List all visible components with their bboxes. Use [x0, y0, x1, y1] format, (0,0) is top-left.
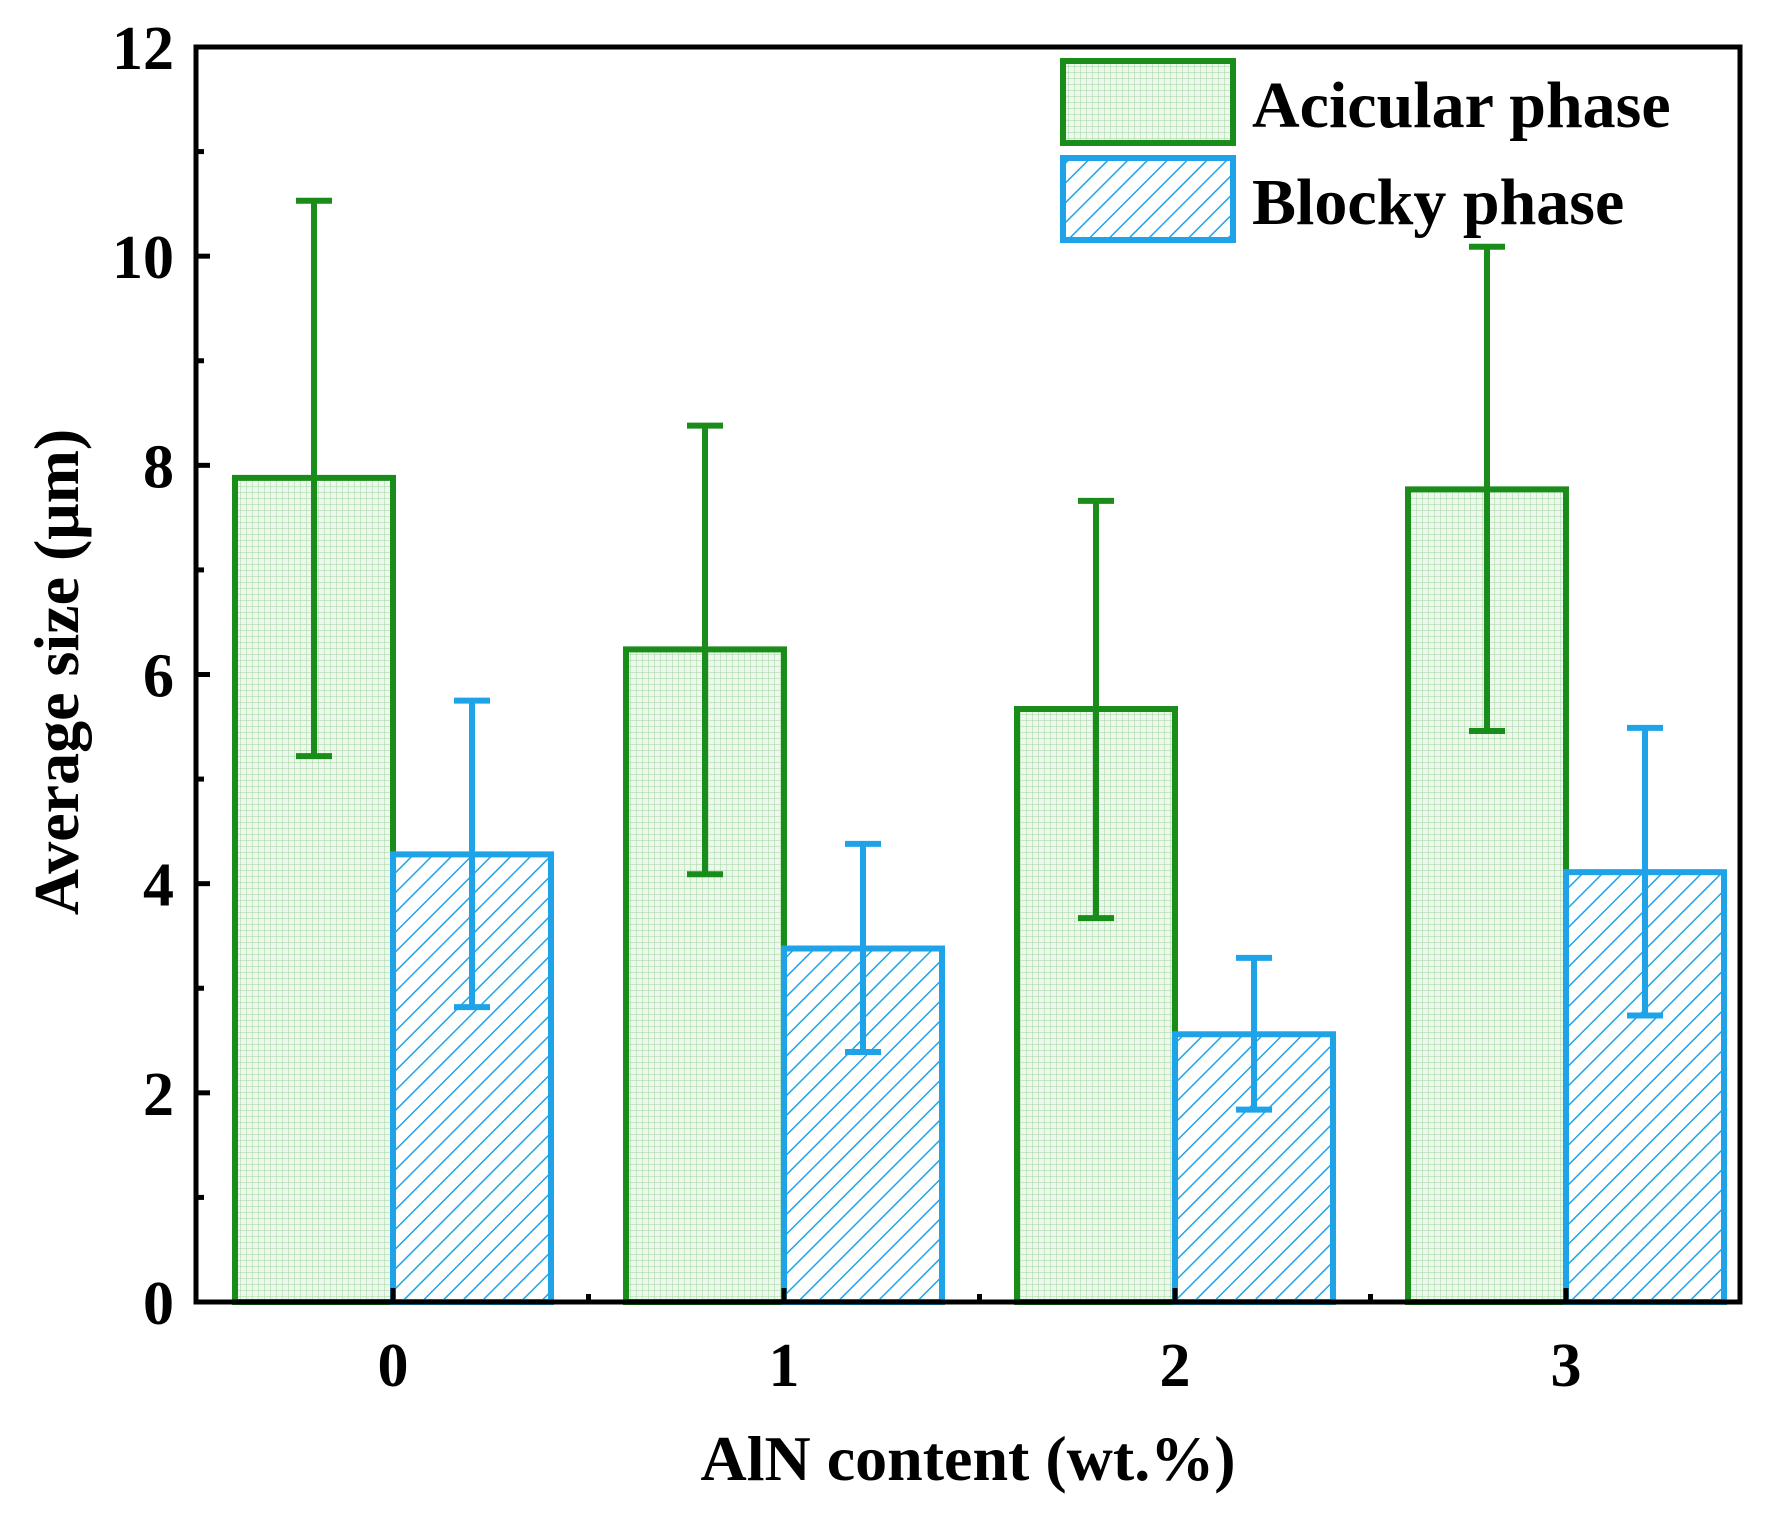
error-bar-acicular-1 [687, 422, 723, 878]
x-axis-title: AlN content (wt.%) [701, 1423, 1236, 1494]
x-tick-label: 3 [1551, 1332, 1582, 1400]
legend: Acicular phase Blocky phase [1060, 58, 1671, 243]
bars-layer [232, 474, 1727, 1306]
error-bar-blocky-0 [454, 697, 490, 1011]
error-bar-acicular-0 [296, 197, 332, 760]
x-tick-label: 1 [769, 1332, 800, 1400]
y-tick-label: 2 [143, 1061, 174, 1129]
error-bar-blocky-3 [1627, 724, 1663, 1019]
error-bar-acicular-3 [1469, 243, 1505, 734]
y-tick-label: 12 [112, 15, 174, 83]
y-tick-label: 8 [143, 433, 174, 501]
x-tick-label: 2 [1160, 1332, 1191, 1400]
y-axis: 0 2 4 6 8 10 12 [112, 15, 210, 1338]
legend-swatch-blocky [1060, 155, 1236, 243]
y-tick-label: 10 [112, 224, 174, 292]
y-tick-label: 4 [143, 852, 174, 920]
error-bar-acicular-2 [1078, 497, 1114, 922]
x-tick-label: 0 [378, 1332, 409, 1400]
legend-swatch-acicular [1060, 58, 1236, 146]
legend-label-blocky: Blocky phase [1252, 166, 1624, 239]
error-bars-layer [296, 197, 1663, 1113]
error-bar-blocky-2 [1236, 954, 1272, 1113]
error-bar-blocky-1 [845, 840, 881, 1056]
x-axis: 0 1 2 3 [378, 1288, 1582, 1400]
y-axis-title: Average size (μm) [21, 429, 92, 915]
legend-label-acicular: Acicular phase [1252, 69, 1671, 142]
y-tick-label: 6 [143, 643, 174, 711]
y-tick-label: 0 [143, 1270, 174, 1338]
